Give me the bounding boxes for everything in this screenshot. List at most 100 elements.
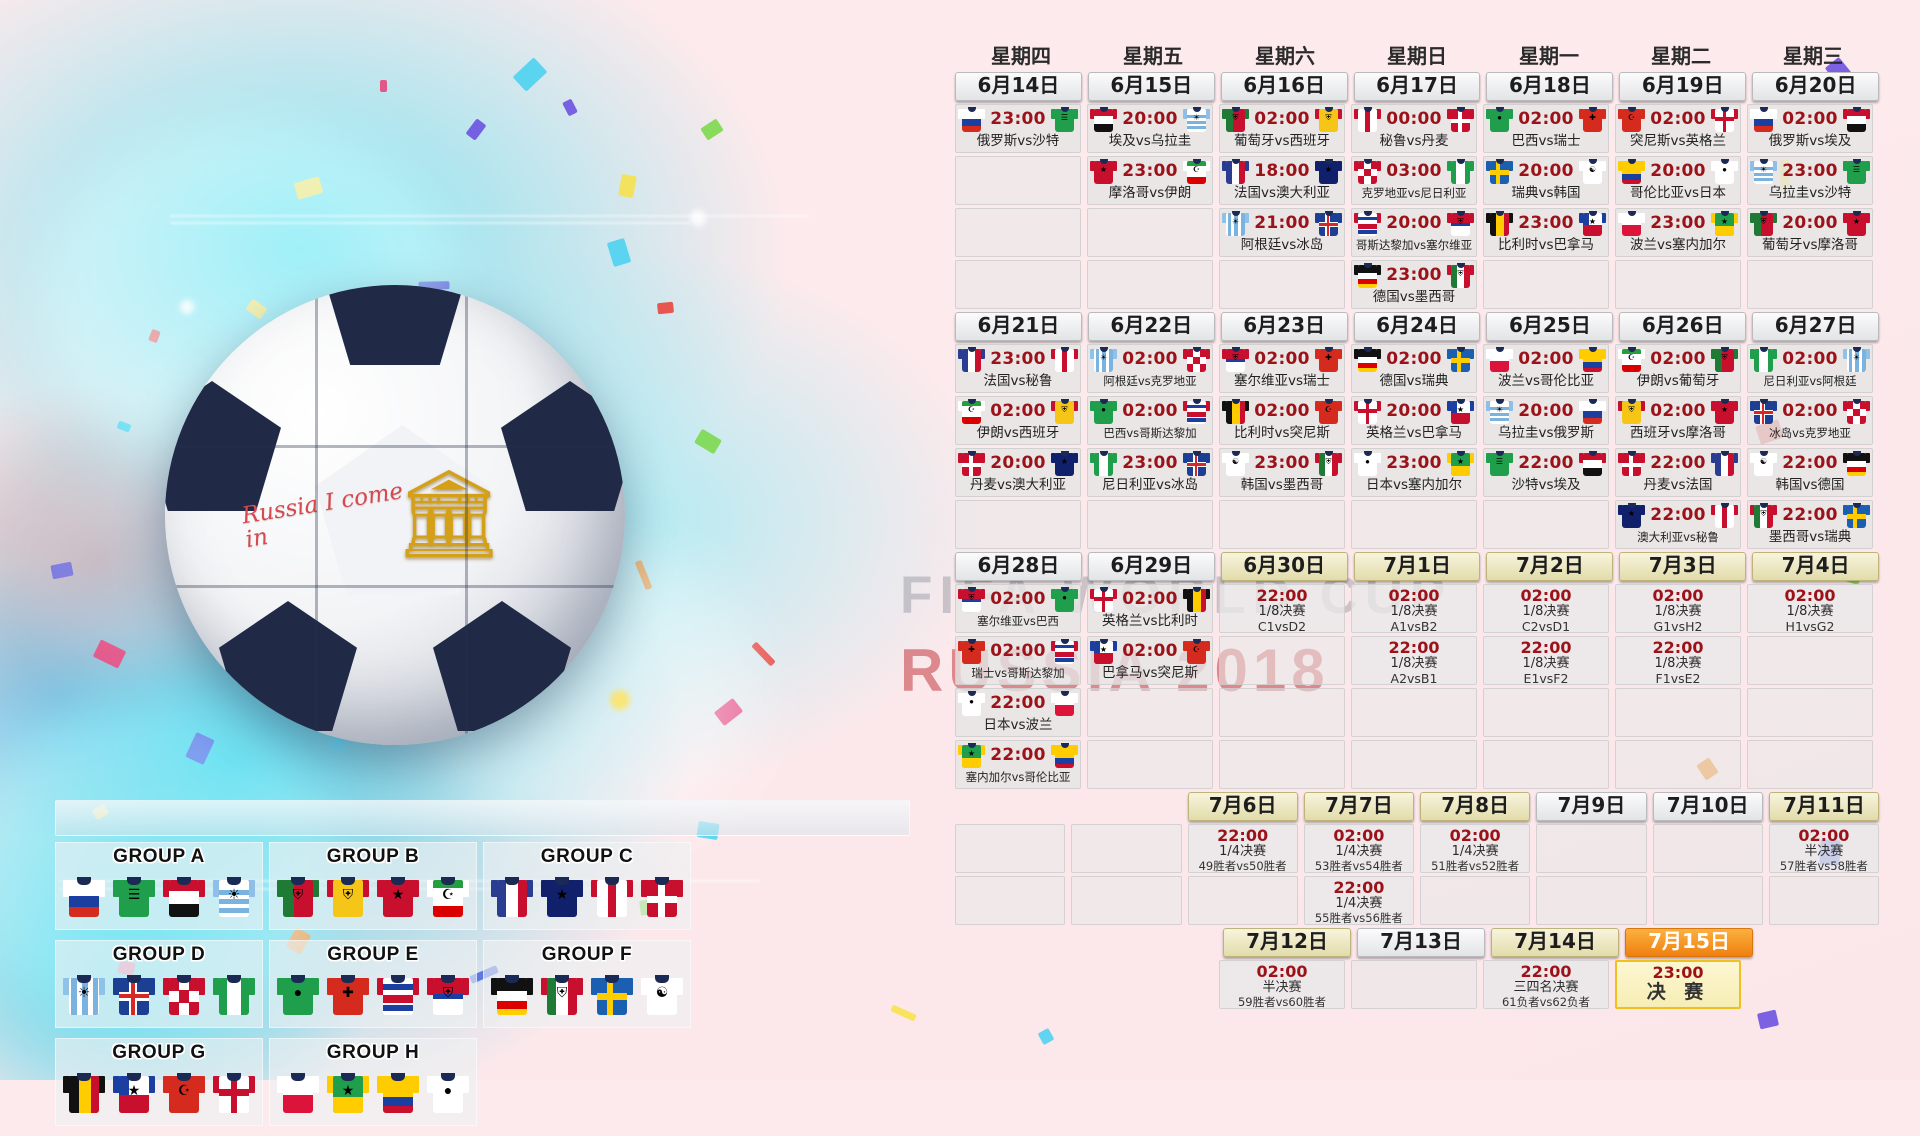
match-cell[interactable]: 20:00 ● 哥伦比亚vs日本 bbox=[1615, 156, 1741, 205]
match-cell[interactable]: 23:00 ★ 比利时vs巴拿马 bbox=[1483, 208, 1609, 257]
date-header-6月14日[interactable]: 6月14日 bbox=[955, 72, 1082, 101]
date-header-6月18日[interactable]: 6月18日 bbox=[1486, 72, 1614, 101]
match-cell[interactable]: ● 23:00 ★ 日本vs塞内加尔 bbox=[1351, 448, 1477, 497]
match-cell[interactable]: ⛨ 02:00 ✚ 塞尔维亚vs瑞士 bbox=[1219, 344, 1345, 393]
date-header-7月15日[interactable]: 7月15日 bbox=[1625, 928, 1753, 957]
match-cell[interactable]: 02:00 ☀ 尼日利亚vs阿根廷 bbox=[1747, 344, 1873, 393]
knockout-match-cell[interactable]: 22:00 1/8决赛 C1vsD2 bbox=[1219, 584, 1345, 634]
date-header-6月24日[interactable]: 6月24日 bbox=[1353, 312, 1481, 341]
match-cell[interactable]: ★ 23:00 ☪ 摩洛哥vs伊朗 bbox=[1087, 156, 1213, 205]
match-cell[interactable]: ⛨ 20:00 ★ 葡萄牙vs摩洛哥 bbox=[1747, 208, 1873, 257]
date-header-6月30日[interactable]: 6月30日 bbox=[1220, 552, 1348, 581]
match-cell[interactable]: ★ 22:00 塞内加尔vs哥伦比亚 bbox=[955, 740, 1081, 789]
match-cell[interactable]: ● 22:00 日本vs波兰 bbox=[955, 688, 1081, 737]
knockout-match-cell[interactable]: 22:00 1/8决赛 F1vsE2 bbox=[1615, 636, 1741, 686]
knockout-match-cell[interactable]: 22:00 1/8决赛 E1vsF2 bbox=[1483, 636, 1609, 686]
knockout-match-cell[interactable]: 22:00 1/4决赛 55胜者vs56胜者 bbox=[1303, 876, 1414, 925]
match-cell[interactable]: 23:00 法国vs秘鲁 bbox=[955, 344, 1081, 393]
match-cell[interactable]: 02:00 冰岛vs克罗地亚 bbox=[1747, 396, 1873, 445]
final-match-cell[interactable]: 23:00 决 赛 bbox=[1615, 960, 1741, 1009]
date-header-6月28日[interactable]: 6月28日 bbox=[955, 552, 1082, 581]
match-cell[interactable]: ☪ 02:00 ⛨ 伊朗vs西班牙 bbox=[955, 396, 1081, 445]
group-card-a[interactable]: GROUP A ☰ ☀ bbox=[55, 842, 263, 930]
group-card-e[interactable]: GROUP E ● ✚ ⛨ bbox=[269, 940, 477, 1028]
date-header-7月2日[interactable]: 7月2日 bbox=[1486, 552, 1614, 581]
match-cell[interactable]: 22:00 丹麦vs法国 bbox=[1615, 448, 1741, 497]
match-cell[interactable]: 02:00 波兰vs哥伦比亚 bbox=[1483, 344, 1609, 393]
date-header-7月3日[interactable]: 7月3日 bbox=[1619, 552, 1747, 581]
date-header-7月13日[interactable]: 7月13日 bbox=[1357, 928, 1485, 957]
match-cell[interactable]: 20:00 ☯ 瑞典vs韩国 bbox=[1483, 156, 1609, 205]
knockout-match-cell[interactable]: 02:00 1/8决赛 A1vsB2 bbox=[1351, 584, 1477, 634]
match-cell[interactable]: 02:00 ☪ 比利时vs突尼斯 bbox=[1219, 396, 1345, 445]
match-cell[interactable]: 03:00 克罗地亚vs尼日利亚 bbox=[1351, 156, 1477, 205]
match-cell[interactable]: 20:00 ☀ 埃及vs乌拉圭 bbox=[1087, 104, 1213, 153]
group-card-c[interactable]: GROUP C ★ bbox=[483, 842, 691, 930]
match-cell[interactable]: ● 02:00 巴西vs哥斯达黎加 bbox=[1087, 396, 1213, 445]
date-header-6月16日[interactable]: 6月16日 bbox=[1220, 72, 1348, 101]
date-header-7月11日[interactable]: 7月11日 bbox=[1768, 792, 1879, 821]
knockout-match-cell[interactable]: 22:00 1/8决赛 A2vsB1 bbox=[1351, 636, 1477, 686]
knockout-match-cell[interactable]: 02:00 1/4决赛 51胜者vs52胜者 bbox=[1420, 824, 1531, 873]
date-header-7月6日[interactable]: 7月6日 bbox=[1187, 792, 1298, 821]
date-header-6月23日[interactable]: 6月23日 bbox=[1220, 312, 1348, 341]
date-header-6月29日[interactable]: 6月29日 bbox=[1087, 552, 1215, 581]
match-cell[interactable]: ☯ 22:00 韩国vs德国 bbox=[1747, 448, 1873, 497]
match-cell[interactable]: 20:00 ★ 英格兰vs巴拿马 bbox=[1351, 396, 1477, 445]
group-card-b[interactable]: GROUP B ⛨ ⛨ ★ ☪ bbox=[269, 842, 477, 930]
date-header-6月26日[interactable]: 6月26日 bbox=[1619, 312, 1747, 341]
group-card-d[interactable]: GROUP D ☀ bbox=[55, 940, 263, 1028]
match-cell[interactable]: ⛨ 02:00 ★ 西班牙vs摩洛哥 bbox=[1615, 396, 1741, 445]
date-header-7月10日[interactable]: 7月10日 bbox=[1652, 792, 1763, 821]
group-card-f[interactable]: GROUP F ⛨ ☯ bbox=[483, 940, 691, 1028]
match-cell[interactable]: ☀ 02:00 阿根廷vs克罗地亚 bbox=[1087, 344, 1213, 393]
match-cell[interactable]: 23:00 ★ 波兰vs塞内加尔 bbox=[1615, 208, 1741, 257]
match-cell[interactable]: ☰ 22:00 沙特vs埃及 bbox=[1483, 448, 1609, 497]
match-cell[interactable]: ☪ 02:00 突尼斯vs英格兰 bbox=[1615, 104, 1741, 153]
match-cell[interactable]: 20:00 ★ 丹麦vs澳大利亚 bbox=[955, 448, 1081, 497]
match-cell[interactable]: ☀ 23:00 ☰ 乌拉圭vs沙特 bbox=[1747, 156, 1873, 205]
knockout-match-cell[interactable]: 22:00 1/4决赛 49胜者vs50胜者 bbox=[1187, 824, 1298, 873]
match-cell[interactable]: ⛨ 02:00 ⛨ 葡萄牙vs西班牙 bbox=[1219, 104, 1345, 153]
match-cell[interactable]: ☯ 23:00 ⛨ 韩国vs墨西哥 bbox=[1219, 448, 1345, 497]
knockout-match-cell[interactable]: 02:00 1/4决赛 53胜者vs54胜者 bbox=[1303, 824, 1414, 873]
match-cell[interactable]: 18:00 ★ 法国vs澳大利亚 bbox=[1219, 156, 1345, 205]
match-cell[interactable]: ☪ 02:00 ⛨ 伊朗vs葡萄牙 bbox=[1615, 344, 1741, 393]
match-cell[interactable]: 23:00 ☰ 俄罗斯vs沙特 bbox=[955, 104, 1081, 153]
group-card-g[interactable]: GROUP G ★ ☪ bbox=[55, 1038, 263, 1126]
match-cell[interactable]: ★ 02:00 ☪ 巴拿马vs突尼斯 bbox=[1087, 636, 1213, 685]
knockout-match-cell[interactable]: 02:00 1/8决赛 C2vsD1 bbox=[1483, 584, 1609, 634]
match-cell[interactable]: ☀ 21:00 阿根廷vs冰岛 bbox=[1219, 208, 1345, 257]
match-cell[interactable]: ● 02:00 ✚ 巴西vs瑞士 bbox=[1483, 104, 1609, 153]
knockout-match-cell[interactable]: 02:00 半决赛 57胜者vs58胜者 bbox=[1768, 824, 1879, 873]
knockout-match-cell[interactable]: 02:00 1/8决赛 H1vsG2 bbox=[1747, 584, 1873, 634]
date-header-7月9日[interactable]: 7月9日 bbox=[1536, 792, 1647, 821]
match-cell[interactable]: 02:00 德国vs瑞典 bbox=[1351, 344, 1477, 393]
date-header-7月7日[interactable]: 7月7日 bbox=[1303, 792, 1414, 821]
match-cell[interactable]: 02:00 英格兰vs比利时 bbox=[1087, 584, 1213, 633]
date-header-7月4日[interactable]: 7月4日 bbox=[1752, 552, 1880, 581]
group-card-h[interactable]: GROUP H ★ ● bbox=[269, 1038, 477, 1126]
date-header-7月12日[interactable]: 7月12日 bbox=[1223, 928, 1351, 957]
match-cell[interactable]: ✚ 02:00 瑞士vs哥斯达黎加 bbox=[955, 636, 1081, 685]
date-header-6月21日[interactable]: 6月21日 bbox=[955, 312, 1082, 341]
match-cell[interactable]: 23:00 尼日利亚vs冰岛 bbox=[1087, 448, 1213, 497]
match-cell[interactable]: 02:00 俄罗斯vs埃及 bbox=[1747, 104, 1873, 153]
date-header-6月20日[interactable]: 6月20日 bbox=[1752, 72, 1880, 101]
knockout-match-cell[interactable]: 02:00 1/8决赛 G1vsH2 bbox=[1615, 584, 1741, 634]
date-header-6月22日[interactable]: 6月22日 bbox=[1087, 312, 1215, 341]
date-header-6月17日[interactable]: 6月17日 bbox=[1353, 72, 1481, 101]
date-header-7月8日[interactable]: 7月8日 bbox=[1420, 792, 1531, 821]
knockout-match-cell[interactable]: 22:00 三四名决赛 61负者vs62负者 bbox=[1483, 960, 1609, 1009]
date-header-6月15日[interactable]: 6月15日 bbox=[1087, 72, 1215, 101]
knockout-match-cell[interactable]: 02:00 半决赛 59胜者vs60胜者 bbox=[1219, 960, 1345, 1009]
date-header-6月19日[interactable]: 6月19日 bbox=[1619, 72, 1747, 101]
date-header-7月1日[interactable]: 7月1日 bbox=[1353, 552, 1481, 581]
match-cell[interactable]: 00:00 秘鲁vs丹麦 bbox=[1351, 104, 1477, 153]
match-cell[interactable]: ★ 22:00 澳大利亚vs秘鲁 bbox=[1615, 500, 1741, 549]
date-header-6月25日[interactable]: 6月25日 bbox=[1486, 312, 1614, 341]
date-header-7月14日[interactable]: 7月14日 bbox=[1491, 928, 1619, 957]
match-cell[interactable]: ⛨ 22:00 墨西哥vs瑞典 bbox=[1747, 500, 1873, 549]
date-header-6月27日[interactable]: 6月27日 bbox=[1752, 312, 1880, 341]
match-cell[interactable]: ⛨ 02:00 ● 塞尔维亚vs巴西 bbox=[955, 584, 1081, 633]
